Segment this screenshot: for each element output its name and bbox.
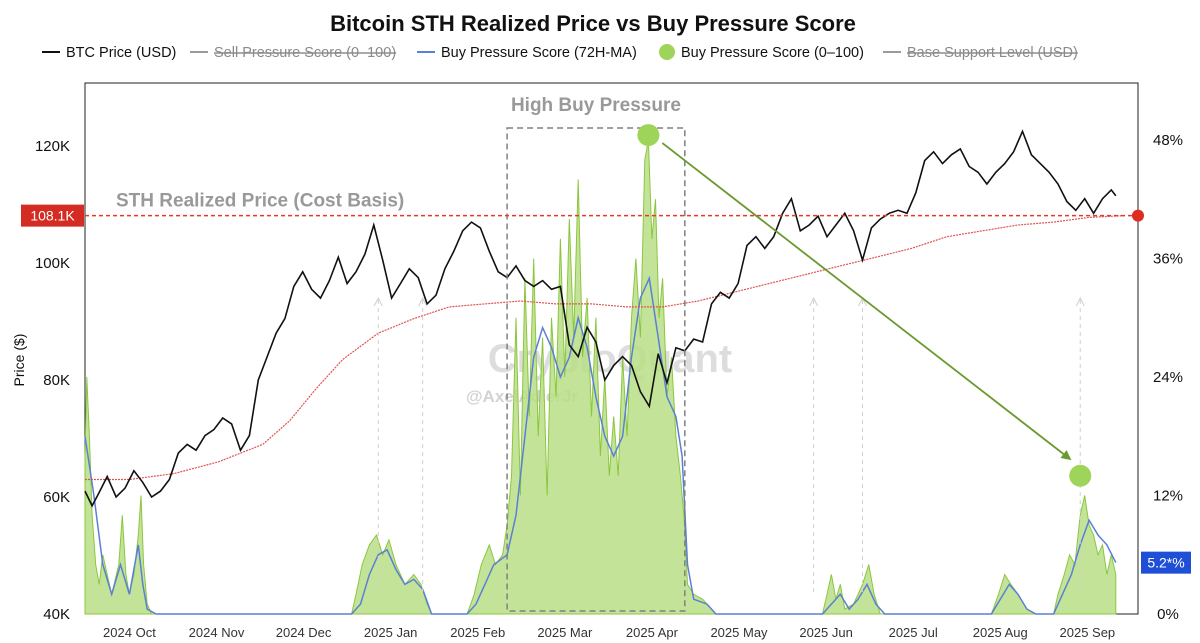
legend-label: Base Support Level (USD)	[907, 45, 1078, 61]
legend-label: Sell Pressure Score (0–100)	[214, 45, 396, 61]
support-arrow-head	[373, 296, 383, 307]
buy-pressure-marker	[637, 124, 660, 147]
sth-value-badge	[21, 204, 84, 227]
sth-realized-price-line	[85, 215, 1125, 481]
x-tick-label: 2025 Jun	[799, 625, 853, 640]
x-tick-label: 2025 Feb	[450, 625, 505, 640]
support-arrow-head	[809, 296, 819, 307]
legend-label: Buy Pressure Score (0–100)	[681, 45, 864, 61]
x-tick-label: 2025 May	[710, 625, 768, 640]
y-right-tick-label: 36%	[1153, 251, 1183, 268]
x-tick-label: 2025 Mar	[537, 625, 593, 640]
watermark: CryptoQuant@AxelAdlerJr	[466, 337, 732, 406]
legend-item: Sell Pressure Score (0–100)	[190, 45, 396, 61]
y-left-tick-label: 80K	[43, 372, 70, 389]
annotation-layer: High Buy Pressure STH Realized Price (Cos…	[21, 95, 1191, 612]
legend-label: BTC Price (USD)	[66, 45, 176, 61]
price-marker	[1132, 209, 1144, 222]
y-right-tick-label: 24%	[1153, 369, 1183, 386]
y-right-tick-label: 12%	[1153, 488, 1183, 505]
trend-arrow	[661, 142, 1072, 461]
y-right-tick-label: 48%	[1153, 132, 1183, 149]
legend-item: Base Support Level (USD)	[883, 45, 1078, 61]
x-tick-label: 2025 Apr	[626, 625, 679, 640]
sth-value-badge-text: 108.1K	[30, 208, 75, 224]
x-tick-label: 2025 Jan	[364, 625, 418, 640]
chart-title: Bitcoin STH Realized Price vs Buy Pressu…	[330, 11, 856, 36]
legend-swatch	[659, 44, 675, 60]
series-layer	[84, 129, 1125, 615]
y-axis-left: 40K 60K 80K 100K 120K	[35, 138, 70, 623]
buy-pressure-marker	[1069, 464, 1092, 487]
x-tick-label: 2025 Jul	[889, 625, 938, 640]
current-buy-badge	[1141, 551, 1191, 574]
y-right-tick-label: 0%	[1157, 606, 1179, 623]
legend-item: Buy Pressure Score (0–100)	[659, 44, 864, 61]
y-left-tick-label: 120K	[35, 138, 70, 155]
y-left-tick-label: 100K	[35, 255, 70, 272]
y-axis-right: 0% 12% 24% 36% 48%	[1153, 132, 1183, 623]
x-tick-label: 2024 Nov	[189, 625, 245, 640]
x-tick-label: 2025 Sep	[1060, 625, 1116, 640]
high-buy-pressure-label: High Buy Pressure	[511, 95, 681, 116]
x-axis: 2024 Oct 2024 Nov 2024 Dec 2025 Jan 2025 Feb…	[103, 625, 1115, 640]
buy-pressure-ma-line	[84, 275, 1117, 615]
legend: BTC Price (USD) Sell Pressure Score (0–10…	[42, 44, 1078, 61]
btc-price-line	[84, 129, 1117, 508]
watermark-text: CryptoQuant	[488, 337, 732, 381]
x-tick-label: 2024 Dec	[276, 625, 332, 640]
x-tick-label: 2024 Oct	[103, 625, 156, 640]
legend-item: BTC Price (USD)	[42, 45, 176, 61]
y-left-tick-label: 60K	[43, 489, 70, 506]
support-arrow-head	[1075, 296, 1085, 307]
current-buy-badge-text: 5.2*%	[1147, 555, 1184, 571]
y-left-tick-label: 40K	[43, 606, 70, 623]
legend-item: Buy Pressure Score (72H-MA)	[417, 45, 637, 61]
support-arrow-head	[418, 296, 428, 307]
legend-label: Buy Pressure Score (72H-MA)	[441, 45, 637, 61]
x-tick-label: 2025 Aug	[973, 625, 1028, 640]
sth-cost-basis-label: STH Realized Price (Cost Basis)	[116, 191, 404, 212]
y-axis-label: Price ($)	[11, 334, 27, 387]
